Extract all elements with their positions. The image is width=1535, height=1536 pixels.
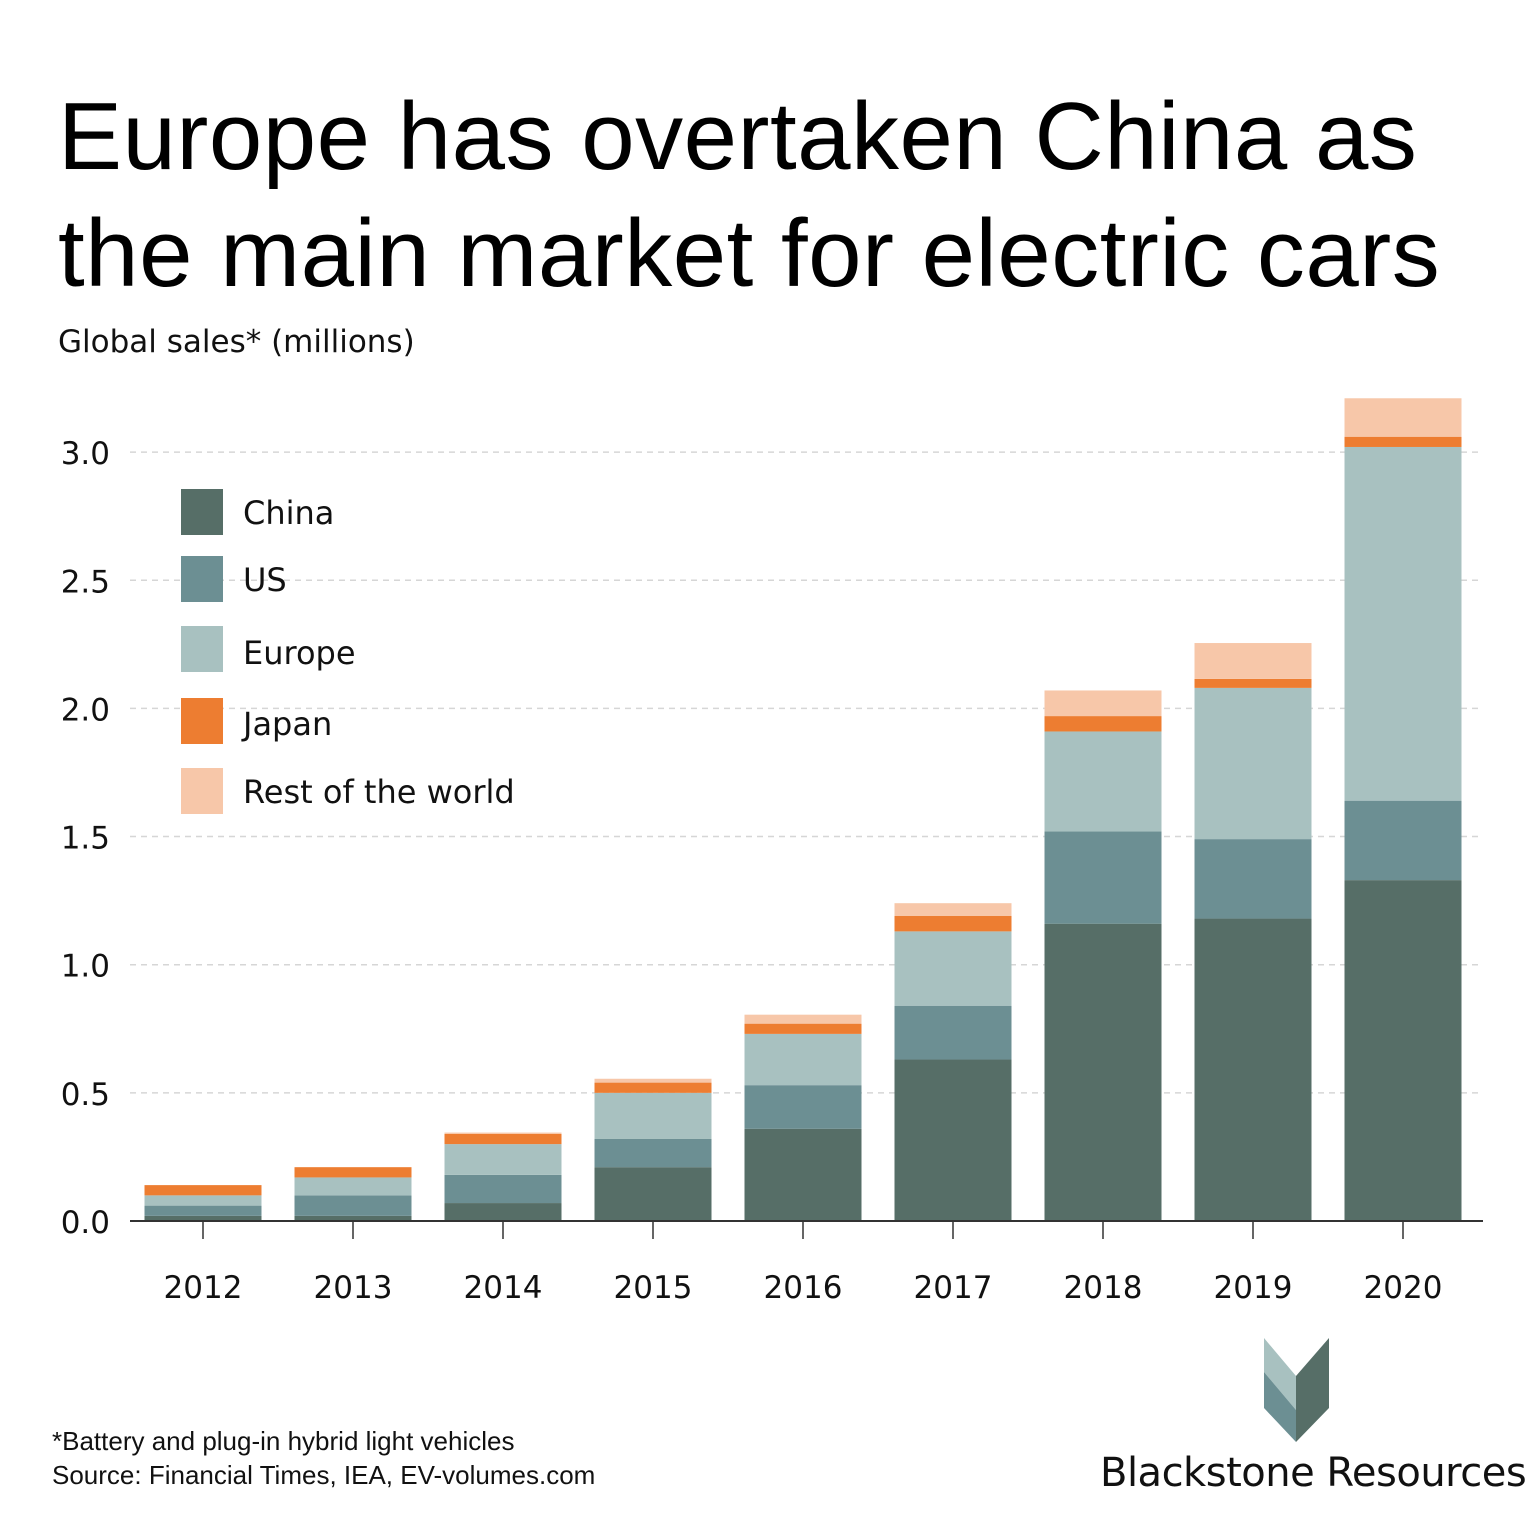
source-note: Source: Financial Times, IEA, EV-volumes… xyxy=(52,1460,596,1490)
bar-segment-europe xyxy=(744,1033,862,1086)
bar-segment-japan xyxy=(1194,678,1312,688)
title-line-2: the main market for electric cars xyxy=(58,200,1441,307)
bar-segment-rest-of-the-world xyxy=(1044,690,1162,717)
x-tick-label: 2014 xyxy=(464,1270,543,1306)
legend-label: China xyxy=(243,494,334,532)
y-tick-label: 0.5 xyxy=(61,1077,110,1113)
bar-segment-china xyxy=(1044,923,1162,1221)
legend-label: US xyxy=(243,561,287,599)
chart-title: Europe has overtaken China as the main m… xyxy=(58,78,1440,312)
bar-segment-us xyxy=(444,1174,562,1204)
bar-segment-europe xyxy=(294,1177,412,1196)
bar-segment-rest-of-the-world xyxy=(1194,643,1312,679)
x-tick-label: 2016 xyxy=(764,1270,843,1306)
y-tick-label: 3.0 xyxy=(61,436,110,472)
bar-segment-japan xyxy=(744,1023,862,1034)
bar-segment-europe xyxy=(444,1144,562,1175)
bar-segment-europe xyxy=(594,1092,712,1139)
bar-segment-china xyxy=(144,1215,262,1221)
bar-segment-rest-of-the-world xyxy=(744,1014,862,1024)
bar-segment-china xyxy=(294,1215,412,1221)
legend-swatch xyxy=(181,698,223,744)
x-tick-label: 2018 xyxy=(1064,1270,1143,1306)
title-line-1: Europe has overtaken China as xyxy=(58,83,1418,190)
x-tick-label: 2015 xyxy=(614,1270,693,1306)
legend-swatch xyxy=(181,768,223,814)
y-tick-label: 0.0 xyxy=(61,1205,110,1241)
bar-segment-rest-of-the-world xyxy=(1344,398,1462,437)
y-tick-label: 1.0 xyxy=(61,949,110,985)
bar-segment-china xyxy=(894,1059,1012,1221)
bar-segment-europe xyxy=(144,1195,262,1206)
bar-segment-europe xyxy=(1344,446,1462,801)
bar-segment-china xyxy=(1344,880,1462,1221)
x-tick-label: 2017 xyxy=(914,1270,993,1306)
y-tick-label: 1.5 xyxy=(61,821,110,857)
bar-segment-us xyxy=(744,1085,862,1129)
bar-segment-japan xyxy=(1044,716,1162,732)
y-axis-label: Global sales* (millions) xyxy=(58,324,415,360)
bar-segment-rest-of-the-world xyxy=(594,1078,712,1083)
bar-segment-japan xyxy=(444,1133,562,1145)
bar-segment-europe xyxy=(1044,731,1162,832)
legend-swatch xyxy=(181,489,223,535)
bar-segment-japan xyxy=(894,916,1012,932)
x-tick-label: 2013 xyxy=(314,1270,393,1306)
legend-swatch xyxy=(181,626,223,672)
bar-segment-us xyxy=(1194,839,1312,919)
bar-segment-us xyxy=(894,1005,1012,1060)
bar-segment-japan xyxy=(594,1082,712,1093)
bar-segment-us xyxy=(144,1205,262,1216)
x-tick-label: 2020 xyxy=(1364,1270,1443,1306)
y-tick-label: 2.0 xyxy=(61,692,110,728)
bar-segment-japan xyxy=(144,1185,262,1196)
bar-segment-us xyxy=(594,1138,712,1168)
bar-segment-china xyxy=(744,1128,862,1221)
bar-segment-china xyxy=(1194,918,1312,1221)
bar-segment-rest-of-the-world xyxy=(444,1132,562,1134)
legend-label: Japan xyxy=(241,705,332,743)
bar-segment-china xyxy=(444,1203,562,1221)
legend-label: Rest of the world xyxy=(243,773,515,811)
bar-segment-us xyxy=(1344,800,1462,881)
footnote: *Battery and plug-in hybrid light vehicl… xyxy=(52,1426,515,1456)
brand-name: Blackstone Resources xyxy=(1100,1450,1527,1496)
legend-label: Europe xyxy=(243,634,356,672)
legend-swatch xyxy=(181,556,223,602)
bar-segment-europe xyxy=(894,931,1012,1006)
y-tick-label: 2.5 xyxy=(61,564,110,600)
bar-segment-china xyxy=(594,1167,712,1221)
bar-segment-us xyxy=(294,1195,412,1216)
bar-segment-japan xyxy=(294,1167,412,1178)
bar-segment-japan xyxy=(1344,436,1462,447)
bar-segment-us xyxy=(1044,831,1162,924)
x-tick-label: 2012 xyxy=(164,1270,243,1306)
x-tick-label: 2019 xyxy=(1214,1270,1293,1306)
bar-segment-rest-of-the-world xyxy=(894,903,1012,917)
bar-segment-europe xyxy=(1194,687,1312,840)
